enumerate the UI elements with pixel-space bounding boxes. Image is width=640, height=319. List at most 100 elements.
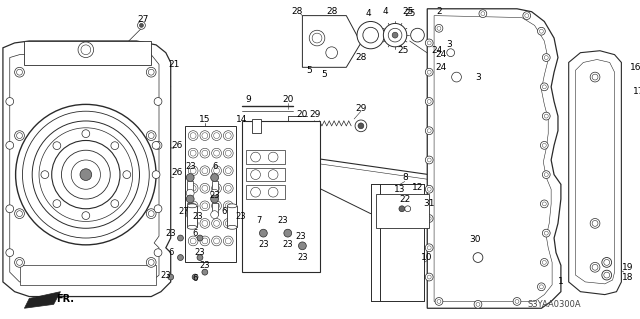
Circle shape (202, 269, 208, 275)
Circle shape (6, 141, 13, 149)
Text: 23: 23 (282, 240, 293, 249)
Circle shape (223, 183, 233, 193)
Bar (24, 41, 151, 65)
Circle shape (212, 236, 221, 246)
Polygon shape (569, 51, 621, 295)
Text: 18: 18 (621, 272, 633, 282)
Circle shape (590, 263, 600, 272)
Circle shape (188, 201, 198, 211)
Circle shape (392, 32, 398, 38)
Circle shape (428, 246, 431, 250)
Text: 23: 23 (193, 212, 204, 221)
Text: 24: 24 (431, 46, 443, 55)
Circle shape (437, 300, 441, 303)
Circle shape (592, 264, 598, 270)
Bar (188, 203, 193, 215)
Text: S3YAA0300A: S3YAA0300A (527, 300, 581, 309)
Circle shape (540, 200, 548, 208)
Text: 24: 24 (435, 63, 447, 72)
Circle shape (197, 255, 203, 260)
Text: 16: 16 (630, 63, 640, 72)
Circle shape (428, 217, 431, 220)
Polygon shape (434, 16, 552, 301)
Circle shape (428, 100, 431, 103)
Text: 4: 4 (366, 9, 372, 18)
Circle shape (61, 150, 110, 199)
Circle shape (602, 270, 612, 280)
Polygon shape (428, 9, 561, 308)
Circle shape (251, 187, 260, 197)
Circle shape (540, 83, 548, 91)
Circle shape (188, 166, 198, 175)
Circle shape (435, 298, 443, 305)
Circle shape (211, 189, 218, 197)
Text: 6: 6 (212, 162, 218, 171)
Circle shape (592, 220, 598, 226)
Circle shape (188, 131, 198, 140)
Circle shape (604, 272, 610, 278)
Circle shape (473, 253, 483, 263)
Circle shape (200, 183, 210, 193)
Circle shape (542, 112, 550, 120)
Circle shape (481, 12, 485, 16)
Circle shape (544, 173, 548, 177)
Circle shape (428, 187, 431, 191)
Circle shape (188, 219, 198, 228)
Circle shape (200, 201, 210, 211)
Circle shape (223, 166, 233, 175)
Text: 26: 26 (171, 141, 182, 150)
Text: 28: 28 (355, 53, 367, 62)
Text: 28: 28 (292, 7, 303, 16)
Circle shape (399, 206, 405, 212)
Circle shape (200, 148, 210, 158)
Text: 10: 10 (420, 253, 432, 262)
Circle shape (140, 23, 143, 27)
Circle shape (147, 209, 156, 219)
Text: 3: 3 (475, 73, 481, 82)
Circle shape (223, 131, 233, 140)
Circle shape (326, 47, 337, 59)
Text: 23: 23 (297, 253, 308, 262)
Circle shape (284, 229, 292, 237)
Circle shape (525, 14, 529, 18)
Text: 28: 28 (326, 7, 337, 16)
Circle shape (592, 74, 598, 80)
Circle shape (6, 205, 13, 213)
Circle shape (298, 242, 307, 250)
Circle shape (428, 70, 431, 74)
Circle shape (388, 28, 402, 42)
Circle shape (148, 133, 154, 138)
Text: 22: 22 (399, 195, 410, 204)
Text: 23: 23 (258, 240, 269, 249)
Circle shape (355, 120, 367, 132)
Text: 6: 6 (193, 229, 198, 238)
Circle shape (22, 111, 149, 238)
Circle shape (200, 131, 210, 140)
Text: 21: 21 (168, 60, 179, 69)
Circle shape (148, 259, 154, 265)
Circle shape (211, 174, 218, 182)
Circle shape (225, 238, 231, 244)
Circle shape (544, 56, 548, 60)
Circle shape (17, 259, 22, 265)
Circle shape (225, 133, 231, 138)
Text: 27: 27 (178, 207, 189, 216)
Circle shape (6, 98, 13, 105)
Bar (242, 121, 320, 272)
Text: 23: 23 (161, 271, 171, 279)
Circle shape (177, 235, 184, 241)
Circle shape (186, 189, 194, 197)
Text: 29: 29 (309, 110, 321, 119)
Circle shape (212, 219, 221, 228)
Circle shape (426, 127, 433, 135)
Circle shape (6, 249, 13, 256)
Circle shape (357, 21, 385, 49)
Text: 13: 13 (394, 185, 406, 194)
Circle shape (211, 195, 218, 203)
Circle shape (202, 238, 208, 244)
Bar (246, 185, 285, 199)
Text: 23: 23 (209, 191, 220, 200)
Text: 20: 20 (297, 110, 308, 119)
Circle shape (513, 298, 521, 305)
Circle shape (214, 150, 220, 156)
